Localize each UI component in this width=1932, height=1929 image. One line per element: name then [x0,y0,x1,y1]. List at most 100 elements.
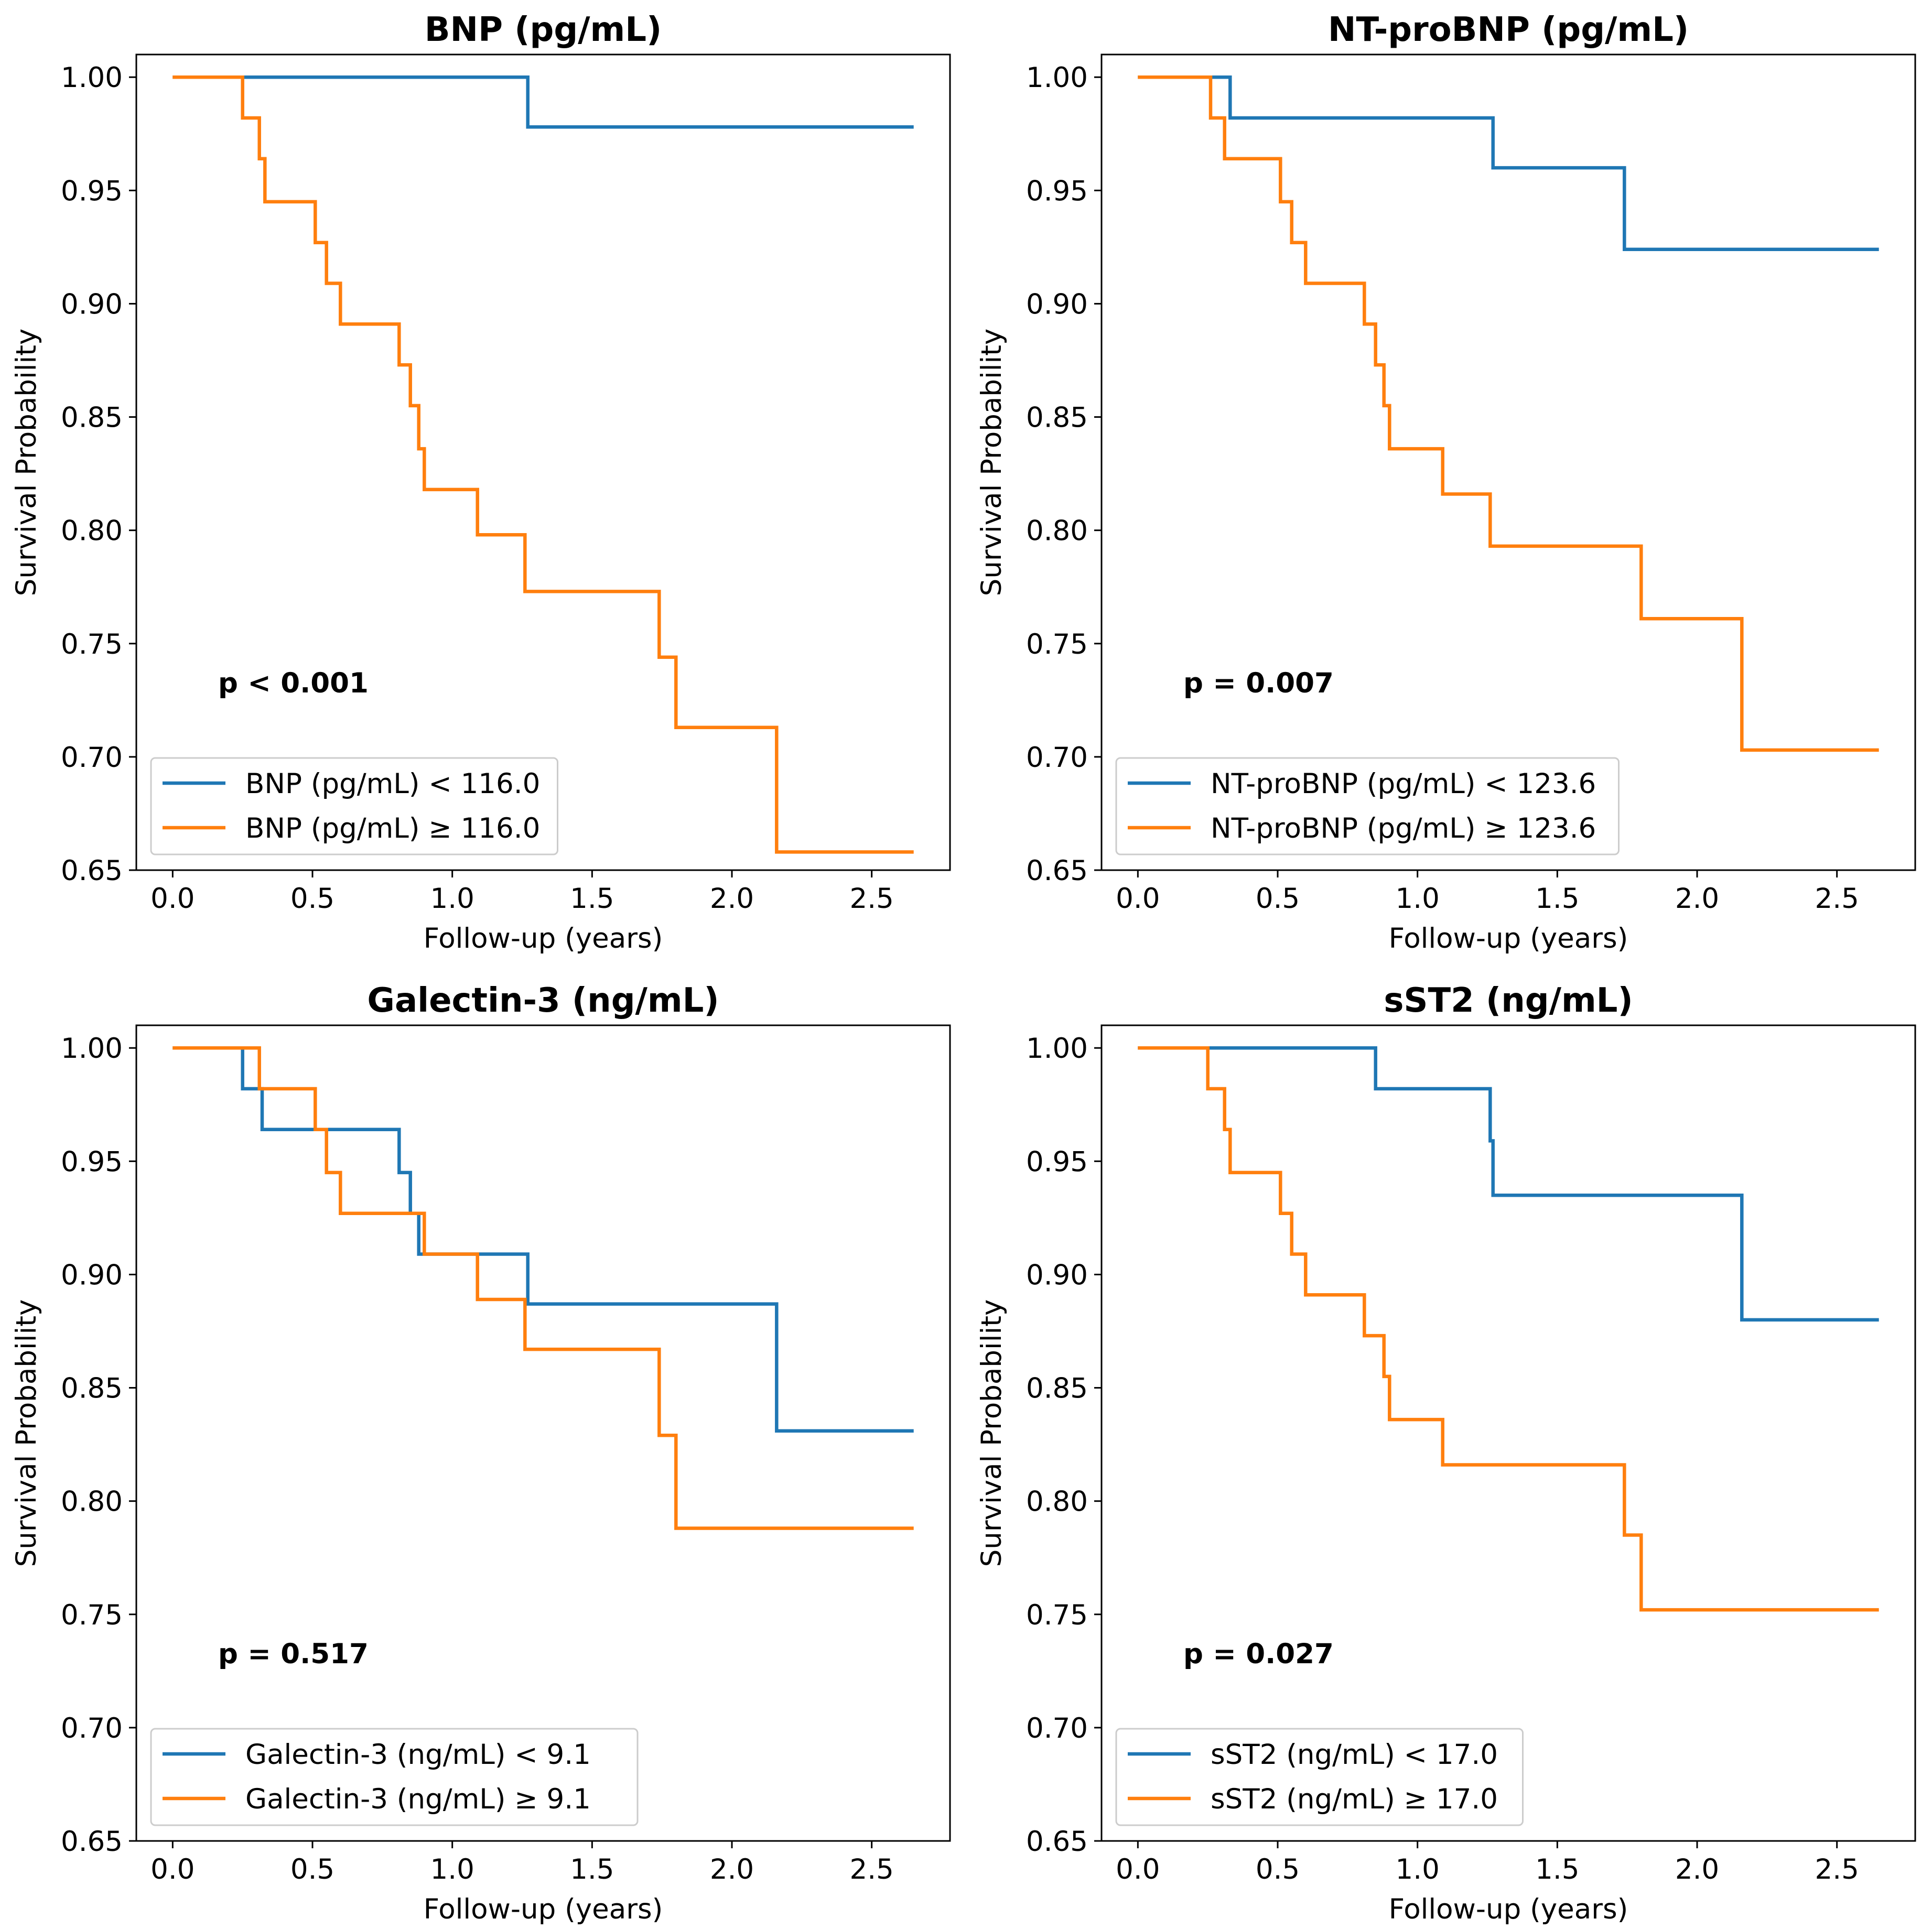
y-tick-label: 0.85 [61,402,123,434]
x-tick-label: 1.5 [1535,1854,1579,1885]
y-tick-label: 0.80 [1026,515,1088,547]
panel-title: Galectin-3 (ng/mL) [367,981,719,1020]
km-curve-sst2-ng-ml-17-0 [1138,1046,1879,1322]
plot-frame [135,1024,951,1842]
y-tick-label: 0.75 [61,1599,123,1631]
y-tick-label: 0.85 [1026,402,1088,434]
y-tick-label: 0.85 [1026,1373,1088,1405]
km-panel-nt-probnp-pg-ml: NT-proBNP (pg/mL) 0.0 0.5 1.0 1.5 2.0 2.5 0.65 0… [976,10,1916,955]
x-axis-label: Follow-up (years) [1389,1893,1628,1925]
x-tick-label: 1.5 [570,1854,614,1885]
x-tick-label: 0.5 [290,1854,334,1885]
x-tick-label: 2.0 [1675,883,1719,915]
x-axis-label: Follow-up (years) [424,923,663,955]
y-tick-label: 0.65 [1026,855,1088,887]
x-tick-label: 2.0 [1675,1854,1719,1885]
x-tick-label: 2.0 [710,883,754,915]
x-tick-label: 2.5 [850,1854,894,1885]
y-axis-label: Survival Probability [10,1299,42,1567]
legend-box [150,757,558,855]
y-tick-label: 0.75 [1026,628,1088,660]
x-tick-label: 2.5 [1815,1854,1859,1885]
km-curve-sst2-ng-ml-17-0 [1138,1046,1879,1612]
km-curve-galectin-3-ng-ml-9-1 [172,1046,914,1433]
x-axis-label: Follow-up (years) [424,1893,663,1925]
y-tick-label: 0.90 [1026,288,1088,320]
legend-box [1115,1728,1524,1826]
y-tick-label: 0.65 [61,1826,123,1858]
km-panel-galectin-3-ng-ml: Galectin-3 (ng/mL) 0.0 0.5 1.0 1.5 2.0 2.5 0.65… [10,981,951,1925]
y-tick-label: 0.70 [1026,1713,1088,1744]
km-curve-bnp-pg-ml-116-0 [172,75,914,854]
km-curve-nt-probnp-pg-ml-123-6 [1138,75,1879,251]
legend-entry-sst2-ng-ml-17-0: sST2 (ng/mL) ≥ 17.0 [1211,1783,1498,1815]
y-tick-label: 0.65 [61,855,123,887]
x-tick-label: 0.0 [150,883,195,915]
km-panel-sst2-ng-ml: sST2 (ng/mL) 0.0 0.5 1.0 1.5 2.0 2.5 0.65 0.70 0.… [976,981,1916,1925]
panel-title: BNP (pg/mL) [425,10,662,49]
x-tick-label: 0.0 [1116,883,1160,915]
x-tick-label: 1.5 [1535,883,1579,915]
legend-entry-galectin-3-ng-ml-9-1: Galectin-3 (ng/mL) ≥ 9.1 [245,1783,591,1815]
x-tick-label: 2.0 [710,1854,754,1885]
y-tick-label: 0.75 [1026,1599,1088,1631]
x-tick-label: 1.0 [430,883,474,915]
km-curve-nt-probnp-pg-ml-123-6 [1138,75,1879,752]
y-tick-label: 0.70 [61,742,123,774]
y-tick-label: 1.00 [1026,1033,1088,1065]
y-tick-label: 0.80 [1026,1486,1088,1518]
x-tick-label: 0.5 [290,883,334,915]
plot-frame [135,53,951,871]
y-tick-label: 0.80 [61,1486,123,1518]
y-tick-label: 0.90 [1026,1259,1088,1291]
y-tick-label: 0.85 [61,1373,123,1405]
x-tick-label: 0.5 [1256,1854,1300,1885]
y-tick-label: 1.00 [61,1033,123,1065]
legend: NT-proBNP (pg/mL) < 123.6 NT-proBNP (pg/m… [1115,757,1620,855]
y-tick-label: 0.95 [1026,1146,1088,1178]
km-panel-bnp-pg-ml: BNP (pg/mL) 0.0 0.5 1.0 1.5 2.0 2.5 0.65 0.70 0.7… [10,10,951,955]
y-tick-label: 1.00 [1026,62,1088,94]
legend: sST2 (ng/mL) < 17.0 sST2 (ng/mL) ≥ 17.0 [1115,1728,1524,1826]
legend-box [1115,757,1620,855]
y-tick-label: 0.75 [61,628,123,660]
p-value-annotation: p = 0.027 [1183,1638,1334,1670]
plot-frame [1100,1024,1916,1842]
legend: BNP (pg/mL) < 116.0 BNP (pg/mL) ≥ 116.0 [150,757,558,855]
x-tick-label: 0.0 [1116,1854,1160,1885]
x-tick-label: 2.5 [850,883,894,915]
y-tick-label: 0.90 [61,1259,123,1291]
x-tick-label: 1.0 [430,1854,474,1885]
y-tick-label: 0.65 [1026,1826,1088,1858]
legend-entry-bnp-pg-ml-116-0: BNP (pg/mL) ≥ 116.0 [245,812,540,844]
km-curve-bnp-pg-ml-116-0 [172,75,914,129]
legend: Galectin-3 (ng/mL) < 9.1 Galectin-3 (ng/m… [150,1728,639,1826]
y-tick-label: 0.95 [61,175,123,207]
x-tick-label: 1.0 [1396,883,1440,915]
y-tick-label: 1.00 [61,62,123,94]
legend-entry-sst2-ng-ml-17-0: sST2 (ng/mL) < 17.0 [1211,1739,1498,1771]
y-tick-label: 0.90 [61,288,123,320]
km-curve-galectin-3-ng-ml-9-1 [172,1046,914,1530]
x-tick-label: 0.0 [150,1854,195,1885]
y-tick-label: 0.95 [61,1146,123,1178]
p-value-annotation: p = 0.517 [218,1638,369,1670]
x-tick-label: 0.5 [1256,883,1300,915]
panel-title: NT-proBNP (pg/mL) [1328,10,1689,49]
x-tick-label: 1.0 [1396,1854,1440,1885]
x-axis-label: Follow-up (years) [1389,923,1628,955]
legend-entry-bnp-pg-ml-116-0: BNP (pg/mL) < 116.0 [245,768,540,800]
y-tick-label: 0.80 [61,515,123,547]
legend-entry-galectin-3-ng-ml-9-1: Galectin-3 (ng/mL) < 9.1 [245,1739,591,1771]
x-tick-label: 1.5 [570,883,614,915]
p-value-annotation: p = 0.007 [1183,667,1334,699]
y-tick-label: 0.70 [61,1713,123,1744]
legend-entry-nt-probnp-pg-ml-123-6: NT-proBNP (pg/mL) ≥ 123.6 [1211,812,1596,844]
legend-entry-nt-probnp-pg-ml-123-6: NT-proBNP (pg/mL) < 123.6 [1211,768,1596,800]
x-tick-label: 2.5 [1815,883,1859,915]
y-axis-label: Survival Probability [976,329,1008,597]
plot-frame [1100,53,1916,871]
y-tick-label: 0.70 [1026,742,1088,774]
y-axis-label: Survival Probability [10,329,42,597]
